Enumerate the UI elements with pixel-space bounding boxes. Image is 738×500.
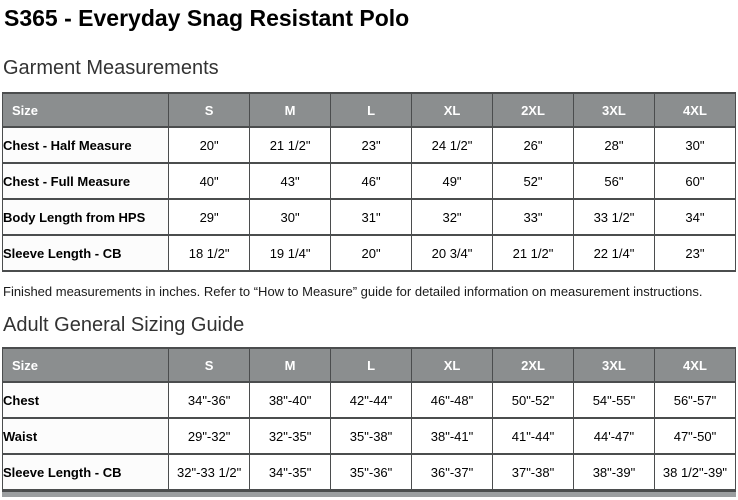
measurement-cell: 38"-40" bbox=[249, 381, 332, 419]
measurement-cell: 30" bbox=[249, 198, 332, 236]
table-row: Sleeve Length - CB 32"-33 1/2" 34"-35" 3… bbox=[1, 453, 737, 491]
row-label: Sleeve Length - CB bbox=[1, 453, 170, 491]
column-header-4xl: 4XL bbox=[653, 347, 737, 383]
section-heading-adult-sizing-guide: Adult General Sizing Guide bbox=[3, 314, 245, 336]
section-heading-garment-measurements: Garment Measurements bbox=[3, 57, 219, 79]
measurement-cell: 36"-37" bbox=[411, 453, 493, 491]
measurement-cell: 46"-48" bbox=[411, 381, 493, 419]
measurement-cell: 34"-35" bbox=[249, 453, 332, 491]
row-label: Sleeve Length - CB bbox=[1, 234, 170, 272]
measurement-cell: 40" bbox=[168, 162, 251, 200]
measurement-cell: 42"-44" bbox=[330, 381, 413, 419]
measurement-cell: 30" bbox=[653, 126, 737, 164]
measurement-cell: 46" bbox=[330, 162, 413, 200]
row-label: Chest - Half Measure bbox=[1, 126, 170, 164]
garment-measurements-table: Size S M L XL 2XL 3XL 4XL Chest - Half M… bbox=[1, 92, 737, 272]
table-header-row: Size S M L XL 2XL 3XL 4XL bbox=[1, 92, 737, 128]
cutoff-next-table-header bbox=[2, 491, 736, 497]
measurement-cell: 56"-57" bbox=[653, 381, 737, 419]
measurement-cell: 34"-36" bbox=[168, 381, 251, 419]
column-header-xl: XL bbox=[411, 92, 493, 128]
column-header-m: M bbox=[249, 347, 332, 383]
row-label: Body Length from HPS bbox=[1, 198, 170, 236]
measurement-cell: 35"-36" bbox=[330, 453, 413, 491]
measurement-cell: 29"-32" bbox=[168, 417, 251, 455]
measurement-cell: 19 1/4" bbox=[249, 234, 332, 272]
column-header-3xl: 3XL bbox=[572, 347, 655, 383]
measurement-cell: 29" bbox=[168, 198, 251, 236]
measurement-cell: 34" bbox=[653, 198, 737, 236]
measurement-cell: 56" bbox=[572, 162, 655, 200]
table-row: Body Length from HPS 29" 30" 31" 32" 33"… bbox=[1, 198, 737, 236]
measurement-cell: 38"-39" bbox=[572, 453, 655, 491]
measurement-cell: 20" bbox=[330, 234, 413, 272]
measurement-cell: 21 1/2" bbox=[249, 126, 332, 164]
measurement-cell: 32"-35" bbox=[249, 417, 332, 455]
measurement-cell: 43" bbox=[249, 162, 332, 200]
measurement-cell: 20 3/4" bbox=[411, 234, 493, 272]
measurement-cell: 31" bbox=[330, 198, 413, 236]
table-row: Sleeve Length - CB 18 1/2" 19 1/4" 20" 2… bbox=[1, 234, 737, 272]
page-title: S365 - Everyday Snag Resistant Polo bbox=[4, 5, 410, 31]
table-row: Chest 34"-36" 38"-40" 42"-44" 46"-48" 50… bbox=[1, 381, 737, 419]
measurement-cell: 49" bbox=[411, 162, 493, 200]
table-row: Chest - Full Measure 40" 43" 46" 49" 52"… bbox=[1, 162, 737, 200]
column-header-m: M bbox=[249, 92, 332, 128]
measurement-cell: 32" bbox=[411, 198, 493, 236]
column-header-s: S bbox=[168, 347, 251, 383]
row-label: Chest bbox=[1, 381, 170, 419]
measurement-cell: 37"-38" bbox=[492, 453, 574, 491]
column-header-s: S bbox=[168, 92, 251, 128]
measurement-note: Finished measurements in inches. Refer t… bbox=[3, 284, 703, 299]
measurement-cell: 52" bbox=[492, 162, 574, 200]
column-header-l: L bbox=[330, 347, 413, 383]
measurement-cell: 60" bbox=[653, 162, 737, 200]
measurement-cell: 28" bbox=[572, 126, 655, 164]
row-label: Chest - Full Measure bbox=[1, 162, 170, 200]
row-label: Waist bbox=[1, 417, 170, 455]
measurement-cell: 18 1/2" bbox=[168, 234, 251, 272]
measurement-cell: 44'-47" bbox=[572, 417, 655, 455]
measurement-cell: 54"-55" bbox=[572, 381, 655, 419]
column-header-size: Size bbox=[1, 347, 170, 383]
measurement-cell: 38"-41" bbox=[411, 417, 493, 455]
table-row: Chest - Half Measure 20" 21 1/2" 23" 24 … bbox=[1, 126, 737, 164]
measurement-cell: 33" bbox=[492, 198, 574, 236]
column-header-l: L bbox=[330, 92, 413, 128]
adult-sizing-guide-table: Size S M L XL 2XL 3XL 4XL Chest 34"-36" … bbox=[1, 347, 737, 491]
column-header-4xl: 4XL bbox=[653, 92, 737, 128]
column-header-2xl: 2XL bbox=[492, 92, 574, 128]
measurement-cell: 22 1/4" bbox=[572, 234, 655, 272]
measurement-cell: 47"-50" bbox=[653, 417, 737, 455]
measurement-cell: 33 1/2" bbox=[572, 198, 655, 236]
measurement-cell: 20" bbox=[168, 126, 251, 164]
column-header-2xl: 2XL bbox=[492, 347, 574, 383]
measurement-cell: 38 1/2"-39" bbox=[653, 453, 737, 491]
measurement-cell: 32"-33 1/2" bbox=[168, 453, 251, 491]
measurement-cell: 41"-44" bbox=[492, 417, 574, 455]
measurement-cell: 26" bbox=[492, 126, 574, 164]
measurement-cell: 23" bbox=[653, 234, 737, 272]
column-header-size: Size bbox=[1, 92, 170, 128]
table-header-row: Size S M L XL 2XL 3XL 4XL bbox=[1, 347, 737, 383]
measurement-cell: 24 1/2" bbox=[411, 126, 493, 164]
column-header-xl: XL bbox=[411, 347, 493, 383]
table-row: Waist 29"-32" 32"-35" 35"-38" 38"-41" 41… bbox=[1, 417, 737, 455]
measurement-cell: 35"-38" bbox=[330, 417, 413, 455]
measurement-cell: 23" bbox=[330, 126, 413, 164]
measurement-cell: 50"-52" bbox=[492, 381, 574, 419]
column-header-3xl: 3XL bbox=[572, 92, 655, 128]
measurement-cell: 21 1/2" bbox=[492, 234, 574, 272]
